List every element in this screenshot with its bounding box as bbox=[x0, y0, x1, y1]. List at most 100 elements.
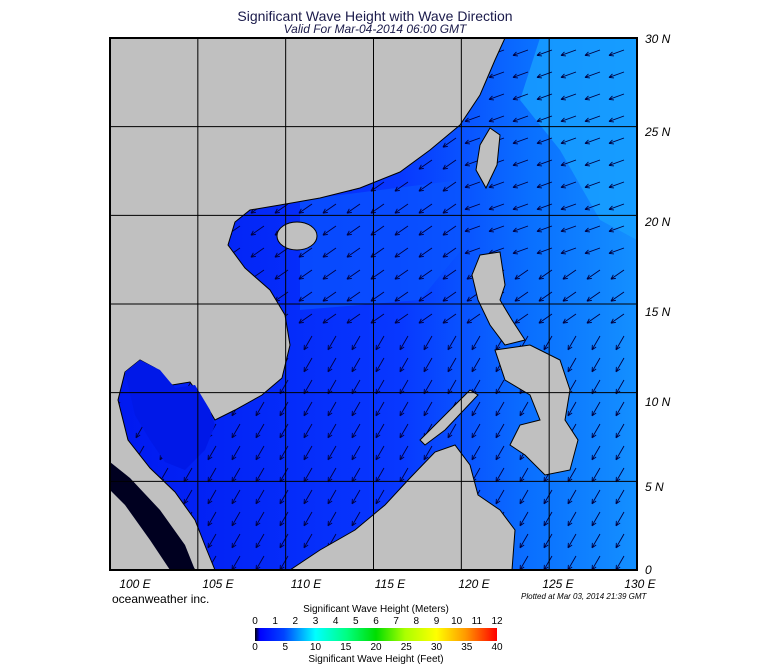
wave-arrow bbox=[591, 401, 601, 417]
wave-arrow bbox=[303, 401, 313, 417]
wave-arrow bbox=[560, 115, 577, 123]
wave-arrow bbox=[608, 71, 625, 79]
wave-arrow bbox=[394, 181, 409, 192]
wave-arrow bbox=[322, 247, 337, 258]
map-frame bbox=[109, 37, 638, 571]
land-mainland-asia bbox=[110, 38, 506, 570]
wave-arrow bbox=[488, 225, 505, 233]
wave-arrow bbox=[584, 115, 601, 123]
wave-arrow bbox=[608, 247, 625, 255]
wave-arrow bbox=[279, 401, 289, 417]
meters-tick: 10 bbox=[451, 616, 463, 627]
meters-tick: 8 bbox=[413, 616, 420, 627]
wave-arrow bbox=[584, 93, 601, 101]
wave-arrow bbox=[543, 335, 553, 351]
land-taiwan bbox=[475, 127, 501, 190]
land-borneo bbox=[289, 444, 516, 570]
wave-arrow bbox=[375, 423, 385, 439]
wave-arrow bbox=[560, 71, 577, 79]
wave-arrow bbox=[586, 291, 601, 302]
wave-arrow bbox=[298, 247, 313, 258]
wave-arrow bbox=[615, 489, 625, 505]
meters-tick: 0 bbox=[252, 616, 258, 627]
wave-arrow bbox=[418, 247, 433, 258]
wave-arrow bbox=[584, 181, 601, 189]
wave-arrow bbox=[538, 291, 553, 302]
wave-arrow bbox=[586, 269, 601, 280]
wave-arrow bbox=[327, 357, 337, 373]
wave-arrow bbox=[584, 247, 601, 255]
wave-arrow bbox=[560, 137, 577, 145]
meters-tick: 1 bbox=[272, 616, 278, 627]
wave-arrow bbox=[562, 269, 577, 280]
land-palawan bbox=[419, 389, 479, 446]
wave-arrow bbox=[471, 357, 481, 373]
wave-arrow bbox=[586, 313, 601, 324]
wave-arrow bbox=[346, 291, 361, 302]
wave-arrow bbox=[346, 313, 361, 324]
wave-arrow bbox=[615, 401, 625, 417]
wave-arrow bbox=[418, 203, 433, 214]
wave-arrow bbox=[322, 225, 337, 236]
wave-arrow bbox=[512, 203, 529, 211]
wave-arrow bbox=[351, 511, 361, 527]
wave-arrow bbox=[231, 445, 241, 461]
feet-tick: 35 bbox=[461, 642, 473, 653]
wave-arrow bbox=[351, 445, 361, 461]
wave-arrow bbox=[399, 445, 409, 461]
wave-arrow bbox=[322, 291, 337, 302]
strait-of-malacca bbox=[110, 462, 195, 570]
meters-tick: 7 bbox=[393, 616, 399, 627]
wave-arrow bbox=[399, 357, 409, 373]
meters-tick: 12 bbox=[491, 616, 503, 627]
wave-arrow bbox=[346, 225, 361, 236]
feet-tick: 30 bbox=[430, 642, 443, 653]
wave-arrow bbox=[255, 445, 265, 461]
wave-arrow bbox=[346, 247, 361, 258]
wave-arrow bbox=[512, 115, 529, 123]
wave-arrow bbox=[562, 291, 577, 302]
lat-label: 5 N bbox=[645, 480, 664, 494]
wave-arrow bbox=[591, 445, 601, 461]
feet-tick: 15 bbox=[340, 642, 352, 653]
wave-arrow bbox=[207, 489, 217, 505]
wave-arrow bbox=[471, 401, 481, 417]
feet-tick: 20 bbox=[370, 642, 382, 653]
wave-arrow bbox=[608, 225, 625, 233]
wave-arrow bbox=[231, 511, 241, 527]
wave-arrow bbox=[608, 159, 625, 167]
wave-arrow bbox=[207, 533, 217, 549]
wave-arrow bbox=[584, 203, 601, 211]
meters-tick: 9 bbox=[433, 616, 440, 627]
wave-arrow bbox=[346, 203, 361, 214]
wave-arrow bbox=[591, 335, 601, 351]
wave-arrow bbox=[399, 423, 409, 439]
wave-arrow bbox=[591, 533, 601, 549]
wave-arrow bbox=[394, 313, 409, 324]
wave-arrow bbox=[584, 71, 601, 79]
wave-arrow bbox=[375, 401, 385, 417]
meters-tick: 5 bbox=[353, 616, 359, 627]
wave-arrow bbox=[512, 93, 529, 101]
wave-arrow bbox=[442, 291, 457, 302]
wave-arrow bbox=[608, 115, 625, 123]
wave-arrow bbox=[442, 247, 457, 258]
wave-arrow bbox=[567, 335, 577, 351]
wave-arrow bbox=[560, 93, 577, 101]
wave-arrow bbox=[418, 181, 433, 192]
wave-arrow bbox=[303, 445, 313, 461]
wave-arrow bbox=[207, 511, 217, 527]
wave-arrow bbox=[512, 137, 529, 145]
lon-label: 110 E bbox=[290, 577, 322, 591]
wave-arrow bbox=[298, 291, 313, 302]
wave-arrow bbox=[418, 313, 433, 324]
wave-arrow bbox=[442, 203, 457, 214]
wave-arrow bbox=[615, 511, 625, 527]
wave-arrow bbox=[447, 357, 457, 373]
wave-arrow bbox=[255, 533, 265, 549]
wave-arrow bbox=[303, 489, 313, 505]
meters-tick: 11 bbox=[471, 616, 483, 627]
lat-label: 15 N bbox=[645, 305, 671, 319]
wave-arrow bbox=[346, 269, 361, 280]
wave-arrow bbox=[519, 511, 529, 527]
